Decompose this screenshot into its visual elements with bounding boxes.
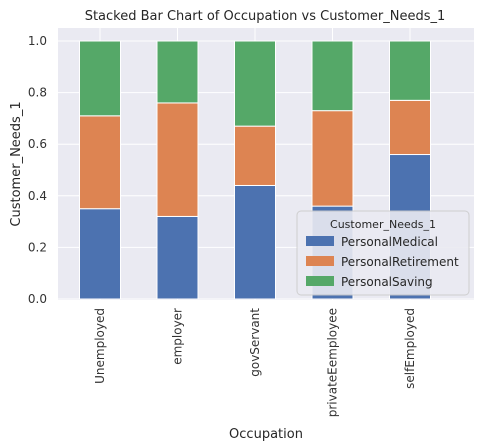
bar-PersonalMedical-govServant	[234, 184, 276, 300]
x-tick-label: selfEmployed	[403, 308, 417, 389]
legend-box	[296, 210, 470, 296]
bar-PersonalRetirement-Unemployed	[79, 115, 121, 210]
bar-PersonalRetirement-privateEemployee	[311, 110, 354, 207]
bar-PersonalRetirement-selfEmployed	[389, 99, 431, 156]
y-axis-ticks: 0.0 0.2 0.4 0.6 0.8 1.0	[28, 34, 47, 306]
legend-swatch-PersonalSaving	[306, 276, 334, 286]
bar-PersonalRetirement-govServant	[234, 125, 276, 186]
legend: Customer_Needs_1 PersonalMedicalPersonal…	[296, 210, 470, 296]
y-tick-label: 0.2	[28, 240, 47, 254]
y-tick-label: 0.0	[28, 292, 47, 306]
x-axis-ticks: Unemployed employer govServant privateEempl…	[93, 308, 417, 418]
bar-PersonalSaving-Unemployed	[79, 40, 121, 117]
y-tick-label: 0.8	[28, 86, 47, 100]
bar-PersonalSaving-selfEmployed	[389, 40, 431, 101]
x-tick-label: govServant	[248, 308, 262, 377]
x-tick-label: privateEemployee	[326, 308, 340, 417]
x-tick-label: Unemployed	[93, 308, 107, 384]
y-tick-label: 0.4	[28, 189, 47, 203]
bar-PersonalMedical-Unemployed	[79, 208, 121, 300]
legend-label: PersonalSaving	[341, 275, 433, 289]
legend-swatch-PersonalRetirement	[306, 256, 334, 266]
legend-label: PersonalMedical	[341, 235, 438, 249]
bar-PersonalSaving-privateEemployee	[311, 40, 354, 112]
x-axis-label: Occupation	[229, 427, 303, 442]
legend-items: PersonalMedical PersonalRetirement Persona…	[306, 235, 459, 289]
y-tick-label: 0.6	[28, 137, 47, 151]
x-tick-label: employer	[171, 308, 185, 365]
legend-swatch-PersonalMedical	[306, 236, 334, 246]
bar-PersonalRetirement-employer	[156, 102, 199, 217]
bar-PersonalSaving-employer	[156, 40, 199, 104]
bars	[79, 40, 431, 300]
bar-PersonalSaving-govServant	[234, 40, 276, 127]
chart-title: Stacked Bar Chart of Occupation vs Custo…	[85, 9, 446, 24]
y-tick-label: 1.0	[28, 34, 47, 48]
y-axis-label: Customer_Needs_1	[9, 101, 24, 226]
legend-label: PersonalRetirement	[341, 255, 459, 269]
bar-PersonalMedical-employer	[156, 215, 199, 300]
legend-title: Customer_Needs_1	[330, 218, 436, 231]
